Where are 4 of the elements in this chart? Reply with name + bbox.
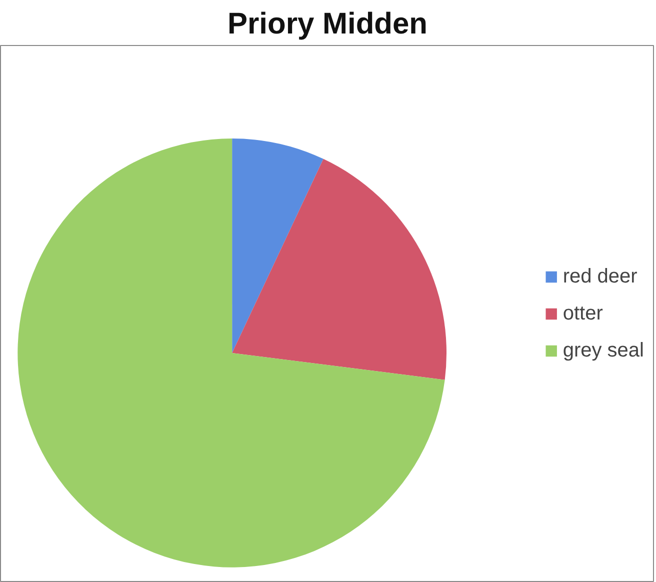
chart-title: Priory Midden <box>227 8 428 40</box>
legend-label: grey seal <box>562 339 644 362</box>
legend-label: red deer <box>562 265 638 288</box>
legend-label: otter <box>562 302 603 325</box>
